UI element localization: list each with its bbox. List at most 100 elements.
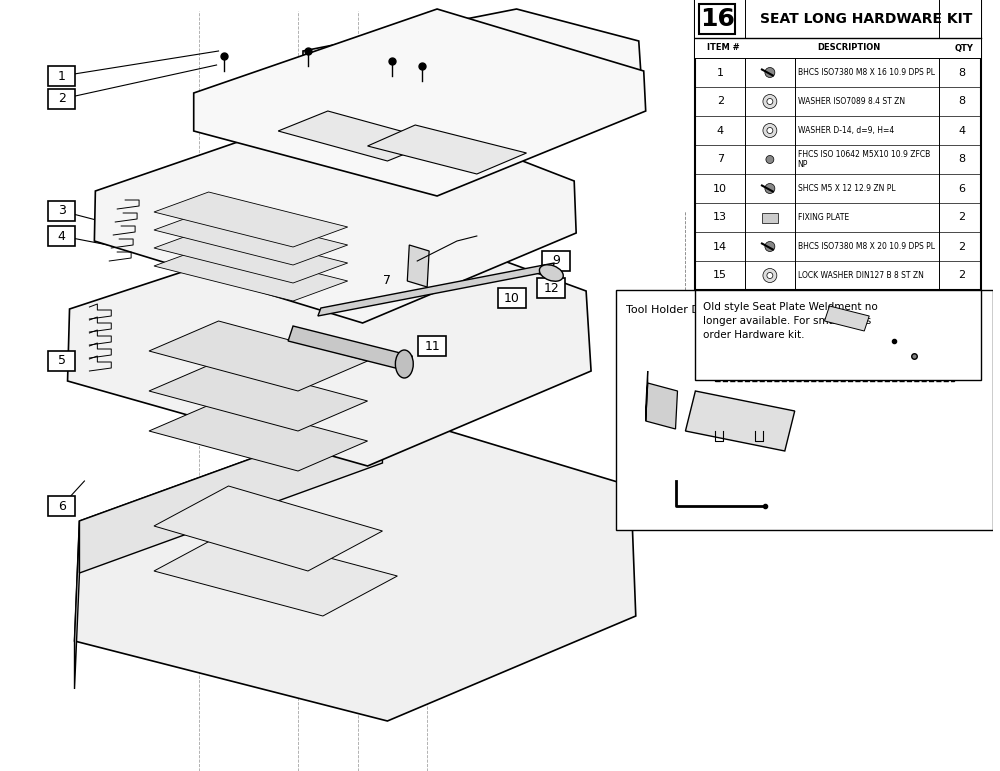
Bar [950, 306, 978, 326]
Polygon shape [318, 263, 554, 316]
Text: Old style Seat Plate Weldment no
longer available. For small parts
order Hardwar: Old style Seat Plate Weldment no longer … [703, 302, 878, 340]
Text: 3: 3 [58, 204, 66, 217]
Bar [695, 290, 981, 380]
Bar [762, 213, 778, 223]
Text: DESCRIPTION: DESCRIPTION [818, 43, 881, 52]
Text: BHCS ISO7380 M8 X 20 10.9 DPS PL: BHCS ISO7380 M8 X 20 10.9 DPS PL [798, 242, 935, 251]
Bar [48, 496, 75, 516]
Polygon shape [154, 531, 397, 616]
Bar [835, 466, 863, 486]
Polygon shape [825, 306, 869, 331]
Circle shape [767, 272, 773, 278]
Text: 8: 8 [383, 154, 391, 167]
Ellipse shape [539, 264, 563, 281]
Bar [498, 288, 526, 308]
Text: 17: 17 [842, 416, 856, 426]
Bar [695, 0, 981, 38]
Circle shape [765, 68, 775, 78]
Text: BHCS ISO7380 M8 X 16 10.9 DPS PL: BHCS ISO7380 M8 X 16 10.9 DPS PL [798, 68, 935, 77]
Bar [715, 291, 954, 381]
Polygon shape [154, 486, 382, 571]
Polygon shape [154, 228, 348, 283]
Circle shape [763, 123, 777, 137]
Polygon shape [278, 111, 437, 161]
Text: 14: 14 [713, 241, 727, 251]
Text: ITEM #: ITEM # [707, 43, 740, 52]
Polygon shape [79, 411, 382, 573]
Text: 1: 1 [717, 68, 724, 78]
Text: 8: 8 [958, 96, 965, 106]
Text: 2: 2 [958, 271, 965, 281]
Text: 2: 2 [717, 96, 724, 106]
Bar [537, 278, 565, 298]
Text: 9: 9 [552, 254, 560, 268]
Bar [695, 38, 981, 58]
Text: SEAT LONG HARDWARE KIT: SEAT LONG HARDWARE KIT [760, 12, 972, 26]
Polygon shape [154, 246, 348, 301]
Circle shape [765, 183, 775, 194]
Text: 13: 13 [957, 311, 971, 321]
Text: 2: 2 [58, 93, 66, 106]
Bar [374, 271, 401, 291]
Text: 5: 5 [58, 355, 66, 368]
Polygon shape [303, 9, 641, 123]
Polygon shape [149, 401, 368, 471]
Bar [695, 0, 981, 290]
Polygon shape [368, 125, 527, 174]
Circle shape [766, 156, 774, 163]
Polygon shape [68, 211, 591, 466]
Polygon shape [149, 321, 368, 391]
Text: 11: 11 [424, 339, 440, 352]
Bar [699, 4, 735, 34]
Bar [950, 326, 978, 346]
Text: SHCS M5 X 12 12.9 ZN PL: SHCS M5 X 12 12.9 ZN PL [798, 184, 895, 193]
Circle shape [765, 241, 775, 251]
Ellipse shape [395, 350, 413, 378]
Text: 7: 7 [717, 154, 724, 164]
Bar [616, 290, 993, 530]
Text: 4: 4 [717, 126, 724, 136]
Bar [950, 346, 978, 366]
Polygon shape [194, 396, 268, 416]
Bar [48, 66, 75, 86]
Polygon shape [735, 336, 815, 376]
Bar [48, 226, 75, 246]
Text: 10: 10 [713, 183, 727, 194]
Text: 13: 13 [713, 213, 727, 223]
Text: 6: 6 [58, 500, 66, 513]
Polygon shape [288, 326, 412, 371]
Text: 8: 8 [958, 154, 965, 164]
Text: QTY: QTY [954, 43, 973, 52]
Polygon shape [154, 210, 348, 265]
Polygon shape [75, 521, 79, 689]
Circle shape [763, 268, 777, 282]
Circle shape [767, 127, 773, 133]
Text: 6: 6 [958, 183, 965, 194]
Text: 7: 7 [383, 274, 391, 288]
Bar [48, 351, 75, 371]
Polygon shape [646, 383, 677, 429]
Polygon shape [338, 45, 487, 89]
Text: 8: 8 [958, 68, 965, 78]
Text: 14: 14 [957, 331, 971, 341]
Polygon shape [149, 361, 368, 431]
Polygon shape [75, 411, 636, 721]
Text: 2: 2 [958, 241, 965, 251]
Text: 1: 1 [58, 69, 66, 82]
Polygon shape [154, 192, 348, 247]
Text: 18: 18 [842, 471, 856, 481]
Text: 12: 12 [543, 281, 559, 295]
Text: 2: 2 [958, 213, 965, 223]
Text: 4: 4 [58, 230, 66, 243]
Text: 16: 16 [700, 7, 735, 31]
Text: WASHER D-14, d=9, H=4: WASHER D-14, d=9, H=4 [798, 126, 894, 135]
Bar [418, 336, 446, 356]
Text: 10: 10 [504, 291, 520, 305]
Text: 15: 15 [957, 351, 971, 361]
Bar [48, 201, 75, 221]
Text: 4: 4 [958, 126, 965, 136]
Text: FHCS ISO 10642 M5X10 10.9 ZFCB
NP: FHCS ISO 10642 M5X10 10.9 ZFCB NP [798, 150, 930, 169]
Polygon shape [646, 371, 648, 421]
Text: FIXING PLATE: FIXING PLATE [798, 213, 849, 222]
Circle shape [767, 99, 773, 105]
